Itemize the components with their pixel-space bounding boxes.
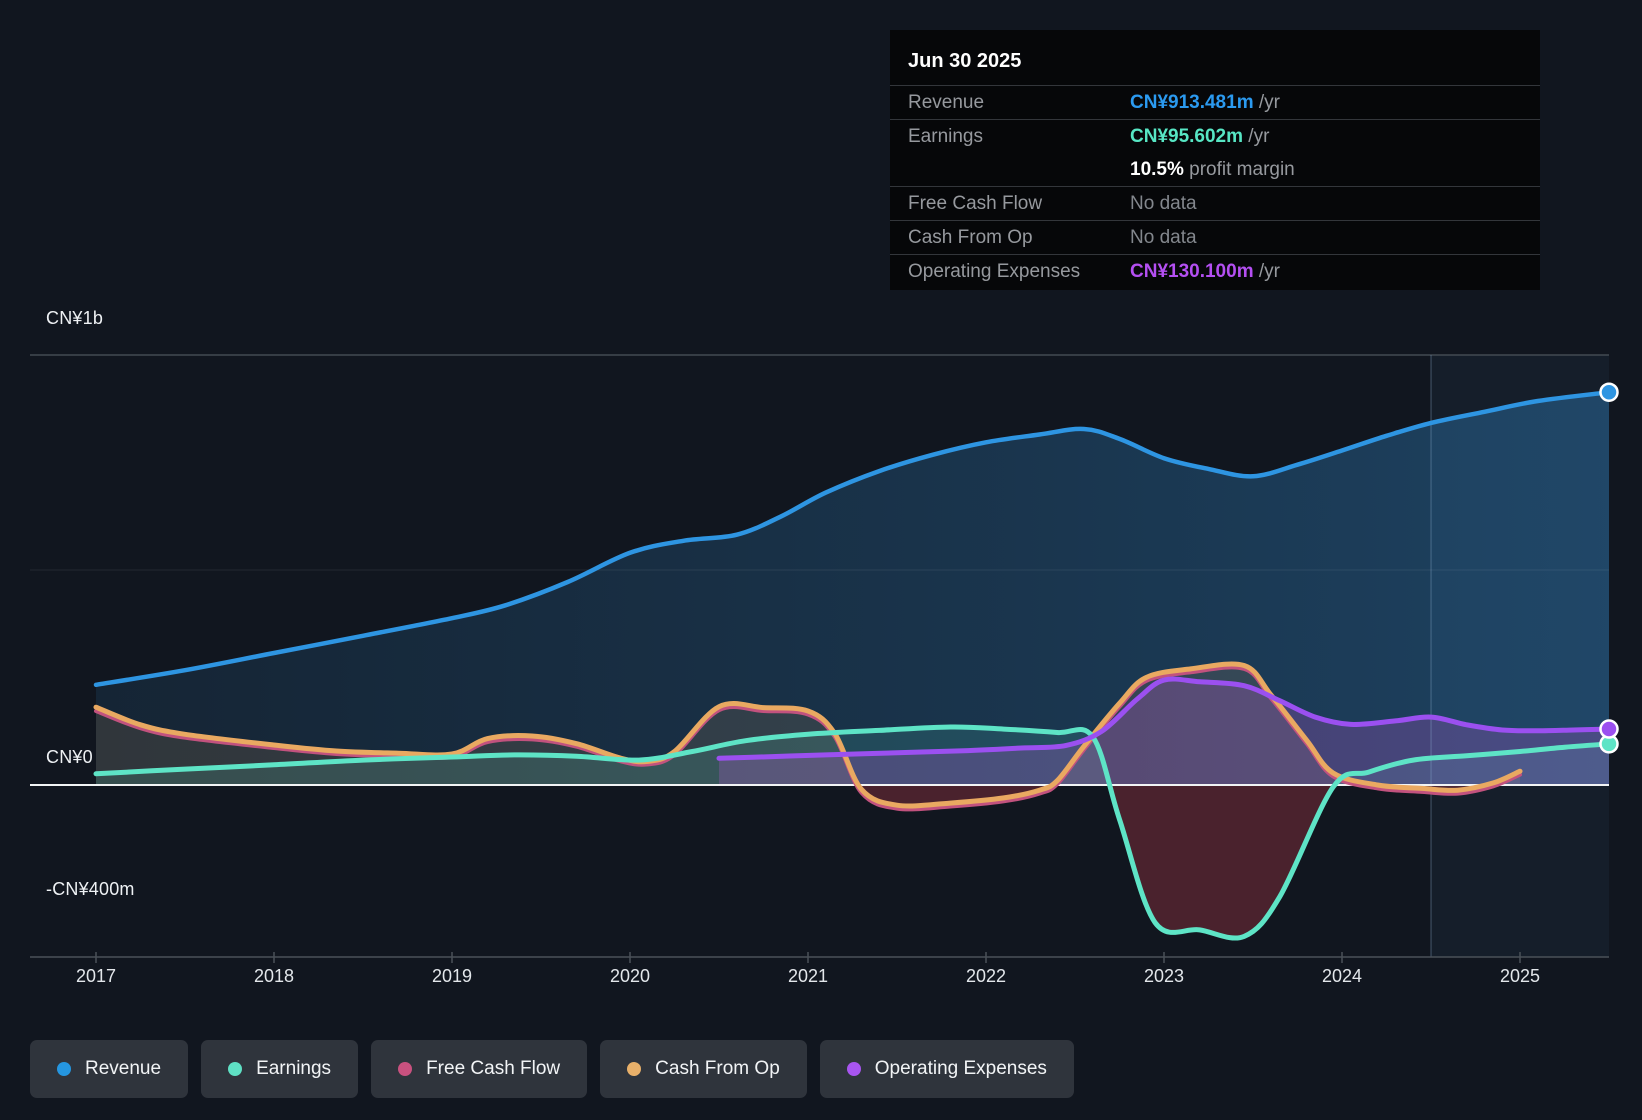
legend-label: Cash From Op	[655, 1058, 780, 1079]
tooltip-row-operating-expenses: Operating Expenses CN¥130.100m /yr	[890, 254, 1540, 288]
tooltip-profit-margin: 10.5% profit margin	[1130, 158, 1295, 180]
tooltip-row-earnings: Earnings CN¥95.602m /yr 10.5% profit margi…	[890, 119, 1540, 186]
tooltip-value: CN¥913.481m /yr	[1130, 91, 1280, 113]
legend-dot	[627, 1062, 642, 1076]
tooltip-value: No data	[1130, 226, 1197, 248]
chart-legend: Revenue Earnings Free Cash Flow Cash From O…	[30, 1040, 1074, 1098]
x-axis-label-2025: 2025	[1499, 966, 1541, 986]
legend-item-operating-expenses[interactable]: Operating Expenses	[819, 1040, 1074, 1098]
legend-label: Free Cash Flow	[426, 1058, 561, 1079]
revenue-end-marker[interactable]	[1599, 382, 1619, 402]
tooltip-value: CN¥130.100m /yr	[1130, 260, 1280, 282]
x-axis-label-2017: 2017	[75, 966, 117, 986]
tooltip-label: Earnings	[908, 125, 983, 147]
tooltip-value: No data	[1130, 192, 1197, 214]
tooltip-row-free-cash-flow: Free Cash Flow No data	[890, 186, 1540, 220]
y-axis-label-1b: CN¥1b	[46, 308, 104, 328]
tooltip-label: Revenue	[908, 91, 985, 113]
earnings-line[interactable]	[93, 724, 1612, 941]
revenue-area	[96, 392, 1609, 785]
legend-label: Operating Expenses	[874, 1058, 1047, 1079]
operating-expenses-area	[719, 679, 1609, 785]
legend-dot	[228, 1062, 243, 1076]
operating-expenses-end-marker[interactable]	[1599, 719, 1619, 739]
y-axis-label-zero: CN¥0	[46, 747, 93, 767]
y-axis-label-neg400m: -CN¥400m	[46, 879, 135, 899]
tooltip-row-cash-from-op: Cash From Op No data	[890, 220, 1540, 254]
legend-label: Revenue	[85, 1058, 162, 1079]
x-axis-label-2019: 2019	[431, 966, 473, 986]
legend-item-free-cash-flow[interactable]: Free Cash Flow	[371, 1040, 588, 1098]
x-axis-label-2018: 2018	[253, 966, 295, 986]
tooltip-row-revenue: Revenue CN¥913.481m /yr	[890, 85, 1540, 119]
x-axis-label-2024: 2024	[1321, 966, 1363, 986]
x-axis-label-2021: 2021	[787, 966, 829, 986]
legend-item-earnings[interactable]: Earnings	[201, 1040, 359, 1098]
earnings-negative-area	[96, 785, 1609, 939]
x-axis-label-2020: 2020	[609, 966, 651, 986]
legend-item-revenue[interactable]: Revenue	[30, 1040, 189, 1098]
revenue-line[interactable]	[93, 389, 1612, 688]
tooltip-label: Cash From Op	[908, 226, 1033, 248]
chart-tooltip: Jun 30 2025 Revenue CN¥913.481m /yr Earnin…	[890, 30, 1540, 290]
x-axis-label-2022: 2022	[965, 966, 1007, 986]
legend-dot	[57, 1062, 71, 1076]
legend-label: Earnings	[256, 1058, 332, 1079]
tooltip-label: Free Cash Flow	[908, 192, 1043, 214]
legend-item-cash-from-op[interactable]: Cash From Op	[600, 1040, 807, 1098]
legend-dot	[846, 1062, 861, 1076]
tooltip-value: CN¥95.602m /yr	[1130, 125, 1270, 147]
x-axis-label-2023: 2023	[1143, 966, 1185, 986]
legend-dot	[398, 1062, 413, 1076]
operating-expenses-line[interactable]	[716, 676, 1612, 761]
tooltip-label: Operating Expenses	[908, 260, 1081, 282]
tooltip-date: Jun 30 2025	[908, 50, 1022, 72]
